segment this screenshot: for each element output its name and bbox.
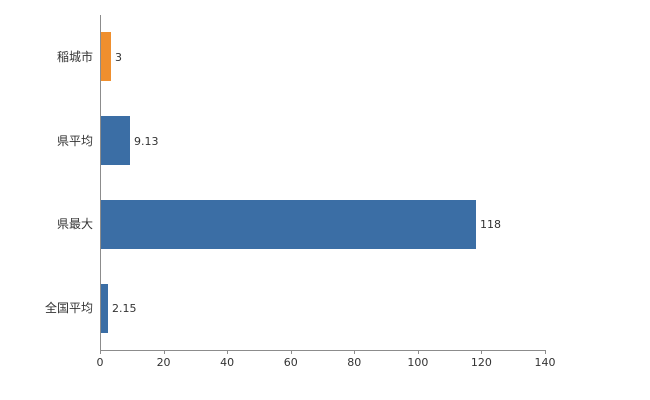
bar	[101, 116, 130, 165]
category-label: 県最大	[56, 217, 93, 231]
bar-value-label: 2.15	[112, 302, 137, 315]
x-tick-label: 80	[347, 356, 362, 369]
x-tick-label: 100	[407, 356, 429, 369]
x-tick-mark	[417, 350, 419, 354]
x-tick-label: 20	[156, 356, 171, 369]
x-tick-label: 140	[534, 356, 556, 369]
x-tick-mark	[545, 350, 546, 354]
bar	[101, 200, 476, 249]
bar-value-label: 3	[115, 51, 122, 64]
x-tick-mark	[163, 350, 165, 354]
x-tick-mark	[227, 350, 229, 354]
x-tick-mark	[290, 350, 292, 354]
x-tick-label: 60	[283, 356, 298, 369]
bar-value-label: 118	[480, 218, 501, 231]
bar	[101, 32, 111, 81]
x-axis-line	[100, 350, 546, 351]
x-tick-label: 40	[220, 356, 235, 369]
category-label: 全国平均	[44, 301, 93, 315]
category-label: 県平均	[56, 134, 93, 148]
x-tick-label: 0	[96, 356, 104, 369]
x-tick-mark	[354, 350, 356, 354]
category-label: 稲城市	[56, 50, 93, 64]
bar	[101, 284, 108, 333]
y-axis-line	[100, 15, 101, 351]
x-tick-mark	[481, 350, 483, 354]
x-tick-mark	[100, 350, 101, 354]
x-tick-label: 120	[470, 356, 492, 369]
bar-value-label: 9.13	[134, 135, 159, 148]
